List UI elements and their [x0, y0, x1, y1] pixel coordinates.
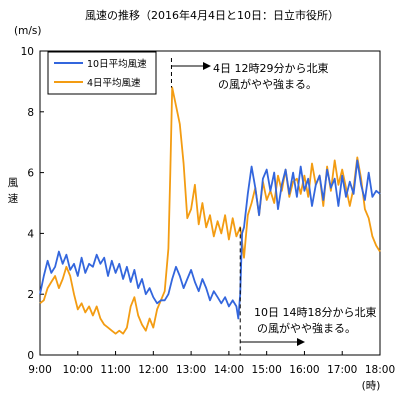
y-axis-label-char-2: 速 — [8, 193, 19, 205]
x-tick-label: 10:00 — [63, 364, 93, 376]
y-axis-unit: (m/s) — [14, 25, 41, 37]
series-line-1 — [39, 86, 381, 335]
x-tick-label: 16:00 — [289, 364, 319, 376]
y-tick-label: 6 — [27, 168, 34, 180]
legend-label-4th: 4日平均風速 — [87, 77, 141, 89]
x-tick-label: 15:00 — [252, 364, 282, 376]
annotation-10th-arrowhead — [297, 338, 305, 346]
plot-area — [39, 50, 381, 356]
x-tick-label: 18:00 — [365, 364, 395, 376]
x-tick-label: 13:00 — [176, 364, 206, 376]
legend-label-10th: 10日平均風速 — [87, 58, 147, 70]
series-line-0 — [39, 159, 381, 320]
annotation-4th-line-1: 4日 12時29分から北東 — [213, 62, 329, 75]
annotation-10th-line-1: 10日 14時18分から北東 — [254, 306, 377, 319]
y-tick-label: 10 — [21, 46, 34, 58]
legend-box — [47, 51, 157, 95]
x-tick-label: 12:00 — [138, 364, 168, 376]
x-tick-label: 9:00 — [28, 364, 52, 376]
x-axis-unit: (時) — [362, 380, 381, 392]
annotation-4th-arrowhead — [203, 62, 211, 70]
chart-title: 風速の推移（2016年4月4日と10日：日立市役所） — [85, 8, 339, 22]
annotation-4th-line-2: の風がやや強まる。 — [218, 77, 317, 91]
x-tick-label: 14:00 — [214, 364, 244, 376]
y-tick-label: 0 — [27, 350, 34, 362]
y-axis-label-char-1: 風 — [8, 177, 19, 189]
x-tick-label: 11:00 — [100, 364, 130, 376]
annotation-10th-line-2: の風がやや強まる。 — [257, 321, 356, 335]
y-tick-label: 8 — [27, 107, 34, 119]
y-tick-label: 4 — [27, 228, 34, 240]
legend: 10日平均風速 4日平均風速 — [47, 51, 157, 95]
y-tick-label: 2 — [27, 289, 34, 301]
x-tick-label: 17:00 — [327, 364, 357, 376]
